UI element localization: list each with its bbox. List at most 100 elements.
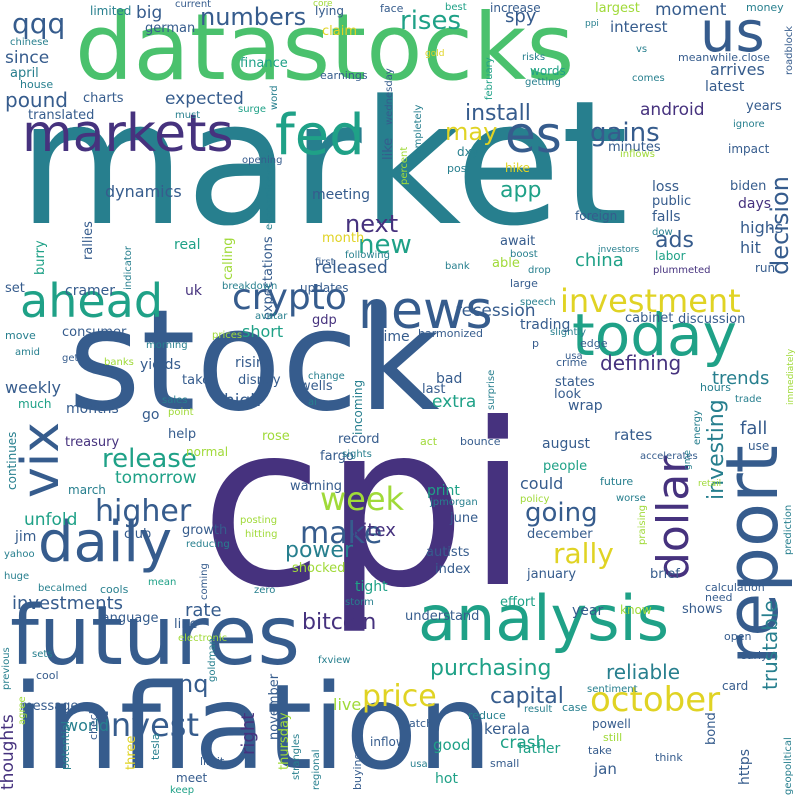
word-three: three bbox=[124, 735, 139, 770]
word-live: live bbox=[333, 695, 362, 714]
word-accelerates: accelerates bbox=[640, 451, 698, 462]
word-hike: hike bbox=[505, 161, 530, 175]
word-case: case bbox=[562, 701, 588, 714]
word-capital: capital bbox=[490, 684, 564, 709]
word-harmonized: harmonized bbox=[418, 327, 484, 340]
word-cools: cools bbox=[100, 583, 129, 596]
word-vix: vix bbox=[11, 422, 71, 498]
word-bad: bad bbox=[436, 371, 463, 387]
word-going: going bbox=[525, 498, 598, 528]
word-years: years bbox=[746, 99, 782, 114]
word-regional: regional bbox=[311, 749, 322, 790]
word-kerala: kerala bbox=[484, 720, 531, 738]
word-foreign: foreign bbox=[575, 209, 618, 223]
word-avatar: avatar bbox=[255, 311, 288, 322]
word-future: future bbox=[600, 475, 634, 488]
word-could: could bbox=[520, 474, 564, 493]
word-impact: impact bbox=[728, 142, 770, 156]
word-praising: praising bbox=[637, 504, 648, 545]
word-print: print bbox=[427, 483, 460, 499]
word-real: real bbox=[174, 237, 201, 253]
word-ignore: ignore bbox=[733, 119, 765, 130]
word-inflow: inflow bbox=[370, 735, 406, 749]
word-change: change bbox=[308, 371, 345, 382]
word-arrives: arrives bbox=[710, 60, 765, 79]
word-purchasing: purchasing bbox=[430, 656, 552, 681]
word-vs: vs bbox=[636, 44, 648, 55]
word-line: line bbox=[174, 617, 198, 632]
word-august: august bbox=[542, 436, 590, 452]
word-rate: rate bbox=[185, 600, 222, 621]
word-sentiment: sentiment bbox=[587, 684, 638, 695]
word-point: point bbox=[168, 407, 194, 418]
word-states: states bbox=[555, 375, 595, 390]
word-power: power bbox=[285, 538, 353, 563]
word-tesla: tesla bbox=[149, 733, 162, 760]
word-daily: daily bbox=[38, 510, 173, 575]
word-limited: limited bbox=[90, 4, 132, 18]
word-treasury: treasury bbox=[65, 435, 120, 450]
word-move: move bbox=[5, 329, 36, 342]
word-language: language bbox=[98, 611, 159, 626]
word-investment: investment bbox=[560, 282, 741, 320]
word-keep: keep bbox=[170, 785, 195, 796]
word-bitcoin: bitcoin bbox=[302, 610, 377, 635]
word-meanwhile-close: meanwhile.close bbox=[678, 51, 770, 64]
word-finance: finance bbox=[240, 56, 288, 71]
word-zero: zero bbox=[254, 585, 276, 596]
word-breakdown: breakdown bbox=[222, 281, 278, 292]
word-june: june bbox=[450, 511, 479, 526]
word-cabinet: cabinet bbox=[625, 311, 674, 326]
word-labor: labor bbox=[655, 249, 686, 263]
word-go: go bbox=[142, 407, 160, 423]
word-word: word bbox=[269, 85, 280, 110]
word-invest: invest bbox=[102, 706, 200, 744]
word-cramer: cramer bbox=[65, 283, 116, 299]
word-post: post bbox=[447, 162, 471, 175]
word-numbers: numbers bbox=[200, 3, 307, 31]
word-higher: higher bbox=[95, 494, 192, 529]
word-effort: effort bbox=[500, 595, 536, 610]
word-help: help bbox=[168, 427, 197, 442]
word-next: next bbox=[345, 210, 399, 238]
word-buying: buying bbox=[351, 752, 364, 790]
word-increase: increase bbox=[490, 1, 541, 15]
word-act: act bbox=[420, 435, 438, 448]
word-takes: takes bbox=[182, 373, 217, 388]
word-hit: hit bbox=[740, 238, 761, 257]
word-risks: risks bbox=[522, 52, 546, 63]
word-bank: bank bbox=[445, 261, 470, 272]
word-banks: banks bbox=[104, 357, 134, 368]
word-news: news bbox=[358, 281, 493, 341]
word-shocked: shocked bbox=[292, 561, 346, 576]
word-look: look bbox=[554, 387, 582, 402]
word-expectations: expectations bbox=[261, 236, 276, 320]
word-speech: speech bbox=[520, 297, 556, 308]
word-february: february bbox=[484, 57, 495, 100]
word-club: club bbox=[124, 527, 152, 542]
word-much: much bbox=[18, 397, 52, 411]
word-indicator: indicator bbox=[123, 245, 134, 290]
word-high: high bbox=[224, 391, 262, 411]
word-tomorrow: tomorrow bbox=[115, 468, 197, 488]
word-rose: rose bbox=[262, 429, 290, 444]
word-prediction: prediction bbox=[783, 504, 794, 555]
word-house: house bbox=[20, 78, 54, 91]
word-rises: rises bbox=[400, 6, 462, 36]
word-energy: energy bbox=[692, 410, 703, 445]
word-use: use bbox=[748, 439, 770, 453]
word-run: run bbox=[755, 261, 776, 275]
word-trade: trade bbox=[735, 394, 762, 405]
word-us: us bbox=[700, 0, 765, 65]
word-china: china bbox=[575, 250, 624, 271]
word-gold: gold bbox=[425, 49, 445, 59]
word-goldman: goldman bbox=[207, 638, 218, 682]
word-first: first bbox=[315, 257, 335, 268]
word-trends: trends bbox=[712, 368, 770, 389]
word-released: released bbox=[315, 258, 388, 278]
word-people: people bbox=[543, 459, 588, 474]
word-pound: pound bbox=[5, 88, 68, 112]
word-posting: posting bbox=[240, 515, 278, 526]
word-meeting: meeting bbox=[312, 187, 371, 203]
